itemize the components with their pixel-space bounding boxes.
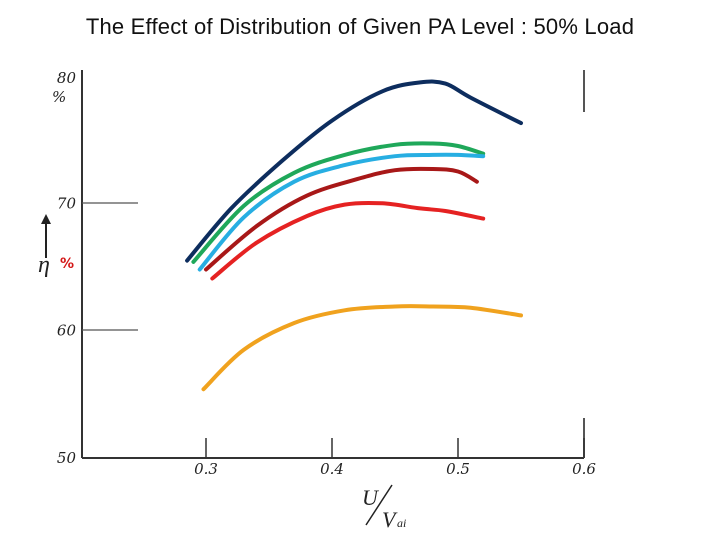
x-axis-numerator: U bbox=[362, 485, 380, 510]
y-axis-symbol: η bbox=[38, 252, 50, 278]
x-tick-label: 0.5 bbox=[446, 460, 470, 478]
series-line-5 bbox=[210, 200, 486, 281]
x-tick-label: 0.4 bbox=[320, 460, 344, 478]
y-tick-label: 60 bbox=[57, 322, 77, 340]
x-axis-subscript: ai bbox=[397, 516, 406, 530]
y-axis-label: η % bbox=[38, 214, 74, 278]
x-tick-label: 0.3 bbox=[194, 460, 218, 478]
series-line-4 bbox=[204, 166, 479, 272]
y-tick-label: 80 bbox=[57, 69, 77, 87]
x-tick-label: 0.6 bbox=[572, 460, 596, 478]
y-axis-unit: % bbox=[60, 256, 74, 272]
series-line-6 bbox=[201, 304, 523, 392]
series-line-1 bbox=[185, 79, 523, 263]
x-axis-label: U V ai bbox=[362, 484, 406, 532]
slide-title: The Effect of Distribution of Given PA L… bbox=[85, 14, 635, 39]
series-line-3 bbox=[197, 152, 486, 272]
x-axis-fraction-bar bbox=[365, 484, 393, 526]
y-tick-label: 50 bbox=[57, 449, 77, 467]
series-line-2 bbox=[191, 141, 486, 264]
x-axis-denominator: V bbox=[382, 507, 398, 532]
y-unit-top-label: % bbox=[52, 88, 66, 106]
y-axis-arrow-head bbox=[41, 214, 51, 224]
y-tick-label: 70 bbox=[57, 194, 77, 212]
